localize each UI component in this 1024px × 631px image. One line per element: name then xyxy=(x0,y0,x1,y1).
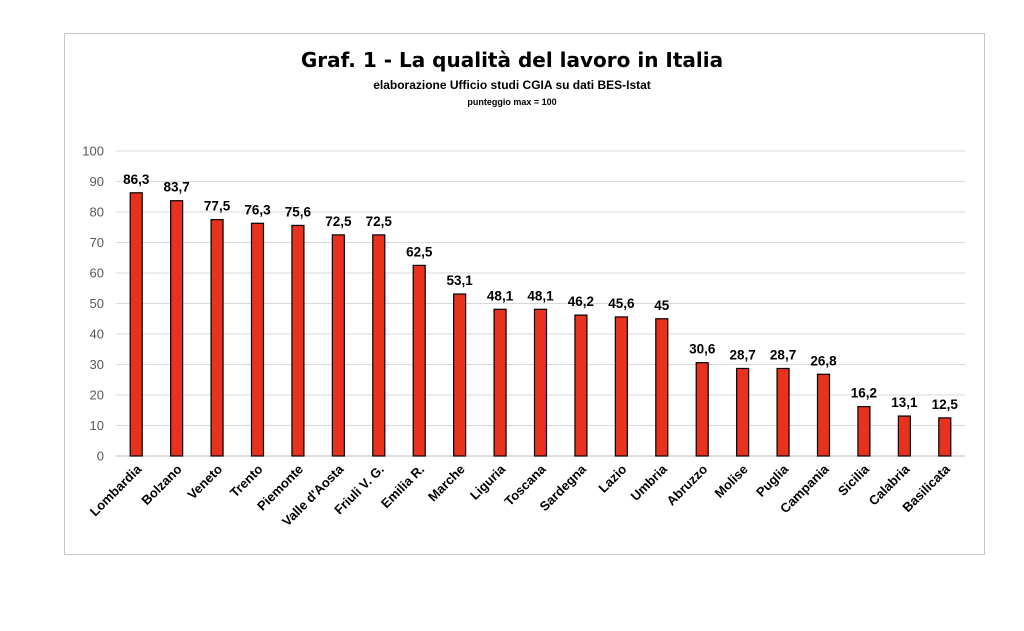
bar xyxy=(331,234,345,457)
data-label: 13,1 xyxy=(891,395,918,410)
chart-title: Graf. 1 - La qualità del lavoro in Itali… xyxy=(300,48,724,72)
data-label: 48,1 xyxy=(487,288,514,303)
bar xyxy=(372,234,386,457)
bar xyxy=(857,405,871,457)
data-label: 83,7 xyxy=(164,180,190,195)
x-tick-label: Abruzzo xyxy=(663,461,710,508)
y-tick-label: 90 xyxy=(90,174,104,189)
chart-subtitle: elaborazione Ufficio studi CGIA su dati … xyxy=(373,78,651,92)
bar xyxy=(776,367,790,457)
x-tick-label: Bolzano xyxy=(138,461,184,507)
bar xyxy=(897,415,911,457)
y-tick-label: 20 xyxy=(90,388,104,403)
y-tick-label: 30 xyxy=(90,357,104,372)
bar xyxy=(614,316,628,457)
data-label: 72,5 xyxy=(325,214,352,229)
data-label: 28,7 xyxy=(730,347,756,362)
bar xyxy=(816,373,831,457)
data-label: 86,3 xyxy=(123,172,150,187)
data-label: 12,5 xyxy=(932,397,959,412)
x-tick-label: Molise xyxy=(712,462,751,501)
x-tick-label: Trento xyxy=(227,461,266,500)
data-label: 45,6 xyxy=(608,296,635,311)
data-label: 28,7 xyxy=(770,347,796,362)
bar xyxy=(574,314,588,457)
y-tick-label: 60 xyxy=(90,266,104,281)
data-label: 45 xyxy=(654,298,670,313)
bar xyxy=(210,219,224,457)
data-label: 62,5 xyxy=(406,244,433,259)
data-label: 48,1 xyxy=(527,288,554,303)
y-tick-label: 70 xyxy=(90,235,104,250)
y-tick-label: 40 xyxy=(90,327,104,342)
bar xyxy=(250,222,265,457)
data-label: 46,2 xyxy=(568,294,594,309)
x-tick-label: Emilia R. xyxy=(378,462,427,511)
bar xyxy=(655,318,669,457)
x-tick-label: Veneto xyxy=(184,461,225,502)
data-label: 53,1 xyxy=(447,273,474,288)
data-label: 76,3 xyxy=(244,202,271,217)
y-tick-label: 80 xyxy=(90,205,104,220)
x-tick-label: Lazio xyxy=(595,461,629,495)
y-tick-label: 100 xyxy=(82,144,104,159)
data-label: 72,5 xyxy=(366,214,393,229)
x-tick-label: Marche xyxy=(425,462,468,505)
data-label: 30,6 xyxy=(689,342,716,357)
y-tick-label: 50 xyxy=(90,296,104,311)
data-label: 16,2 xyxy=(851,386,877,401)
bar xyxy=(170,200,184,457)
data-label: 75,6 xyxy=(285,204,312,219)
y-tick-label: 0 xyxy=(97,449,104,464)
data-label: 77,5 xyxy=(204,199,231,214)
bar xyxy=(938,417,952,457)
bar xyxy=(695,362,709,457)
bar xyxy=(533,308,548,457)
x-tick-label: Puglia xyxy=(753,461,792,500)
y-tick-label: 10 xyxy=(90,418,104,433)
bar xyxy=(493,308,507,457)
bar xyxy=(291,224,305,457)
bar xyxy=(453,293,467,457)
bar xyxy=(736,367,750,457)
chart-note: punteggio max = 100 xyxy=(467,97,557,107)
x-tick-label: Sicilia xyxy=(835,461,873,499)
bar xyxy=(129,192,143,457)
data-label: 26,8 xyxy=(810,353,837,368)
bar xyxy=(412,264,426,457)
x-tick-label: Lombardia xyxy=(87,461,145,519)
